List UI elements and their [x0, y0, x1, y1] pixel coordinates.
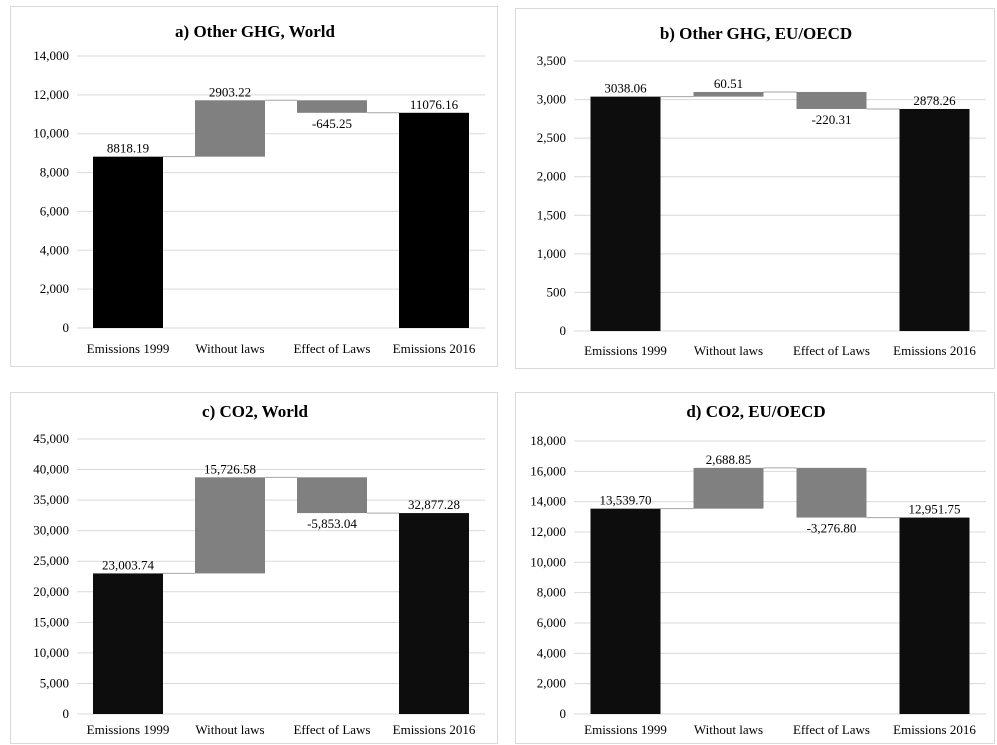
category-label: Emissions 1999: [87, 341, 170, 356]
y-tick-label: 2,500: [537, 130, 566, 145]
chart-panel-c: c) CO2, World 0 5,000 10,000 15,000 20,000 25,…: [10, 392, 498, 744]
y-tick-label: 0: [63, 706, 70, 721]
category-label: Without laws: [694, 343, 763, 358]
y-tick-label: 2,000: [40, 281, 69, 296]
y-tick-label: 0: [63, 320, 70, 335]
y-tick-label: 0: [560, 706, 567, 721]
category-label: Without laws: [195, 722, 264, 737]
y-tick-label: 10,000: [530, 554, 566, 569]
y-tick-label: 15,000: [33, 614, 69, 629]
chart-title: d) CO2, EU/OECD: [686, 402, 825, 421]
y-tick-label: 5,000: [40, 675, 69, 690]
data-label: 15,726.58: [204, 461, 256, 476]
y-tick-label: 12,000: [530, 524, 566, 539]
bar-total: [899, 108, 970, 331]
category-label: Effect of Laws: [793, 722, 870, 737]
chart-title: b) Other GHG, EU/OECD: [660, 24, 852, 43]
data-label: 2878.26: [913, 93, 956, 108]
y-tick-label: 45,000: [33, 431, 69, 446]
y-tick-label: 8,000: [537, 585, 566, 600]
chart-panel-d: d) CO2, EU/OECD 0 2,000 4,000 6,000 8,000 10,0…: [515, 392, 995, 744]
category-label: Effect of Laws: [293, 341, 370, 356]
category-label: Emissions 2016: [393, 341, 476, 356]
bar-total: [590, 508, 661, 714]
data-label: 13,539.70: [600, 493, 652, 508]
data-label: -5,853.04: [307, 516, 357, 531]
category-label: Without laws: [694, 722, 763, 737]
y-tick-label: 10,000: [33, 645, 69, 660]
bar-total: [93, 573, 163, 714]
bar-total: [590, 96, 661, 331]
chart-svg-c: c) CO2, World 0 5,000 10,000 15,000 20,000 25,…: [33, 402, 485, 737]
chart-panel-a: a) Other GHG, World 0 2,000 4,000 6,000 8,000…: [10, 6, 498, 367]
category-label: Effect of Laws: [793, 343, 870, 358]
category-label: Effect of Laws: [293, 722, 370, 737]
data-label: -645.25: [312, 116, 352, 131]
data-label: 2,688.85: [706, 452, 752, 467]
chart-panel-b: b) Other GHG, EU/OECD 0 500 1,000 1,500 2,000…: [515, 8, 995, 369]
data-label: 12,951.75: [909, 502, 961, 517]
chart-svg-d: d) CO2, EU/OECD 0 2,000 4,000 6,000 8,000 10,0…: [530, 402, 986, 737]
y-tick-label: 10,000: [33, 126, 69, 141]
data-label: 32,877.28: [408, 497, 460, 512]
category-label: Emissions 2016: [393, 722, 476, 737]
data-label: 11076.16: [410, 97, 459, 112]
chart-title: c) CO2, World: [202, 402, 308, 421]
data-label: 23,003.74: [102, 557, 155, 572]
y-tick-label: 12,000: [33, 87, 69, 102]
data-label: 8818.19: [107, 141, 149, 156]
bar-total: [399, 112, 469, 329]
y-tick-label: 6,000: [40, 203, 69, 218]
bar-change: [796, 467, 867, 518]
chart-title: a) Other GHG, World: [175, 22, 335, 41]
y-tick-label: 2,000: [537, 676, 566, 691]
bar-change: [195, 477, 265, 574]
data-label: 60.51: [714, 76, 743, 91]
y-tick-label: 40,000: [33, 462, 69, 477]
y-tick-label: 8,000: [40, 165, 69, 180]
y-tick-label: 14,000: [530, 494, 566, 509]
y-tick-label: 16,000: [530, 463, 566, 478]
y-tick-label: 0: [560, 323, 567, 338]
bar-total: [399, 513, 469, 714]
y-tick-label: 30,000: [33, 523, 69, 538]
bar-total: [93, 156, 163, 328]
y-tick-label: 1,000: [537, 246, 566, 261]
category-label: Emissions 1999: [584, 722, 667, 737]
data-label: 3038.06: [604, 81, 647, 96]
y-tick-label: 3,000: [537, 92, 566, 107]
data-label: 2903.22: [209, 84, 251, 99]
bar-change: [693, 467, 764, 509]
category-label: Emissions 2016: [893, 343, 976, 358]
y-tick-label: 25,000: [33, 553, 69, 568]
data-label: -220.31: [811, 112, 851, 127]
bar-total: [899, 517, 970, 714]
bar-change: [693, 91, 764, 97]
y-tick-label: 14,000: [33, 48, 69, 63]
y-tick-label: 3,500: [537, 53, 566, 68]
category-label: Without laws: [195, 341, 264, 356]
category-label: Emissions 1999: [584, 343, 667, 358]
y-tick-label: 20,000: [33, 584, 69, 599]
y-tick-label: 6,000: [537, 615, 566, 630]
bar-change: [297, 100, 367, 113]
y-tick-label: 500: [547, 284, 567, 299]
data-label: -3,276.80: [807, 521, 857, 536]
y-tick-label: 18,000: [530, 433, 566, 448]
chart-svg-b: b) Other GHG, EU/OECD 0 500 1,000 1,500 2,000…: [537, 24, 986, 358]
y-tick-label: 35,000: [33, 492, 69, 507]
category-label: Emissions 2016: [893, 722, 976, 737]
y-tick-label: 2,000: [537, 169, 566, 184]
category-label: Emissions 1999: [87, 722, 170, 737]
y-tick-label: 4,000: [40, 242, 69, 257]
chart-svg-a: a) Other GHG, World 0 2,000 4,000 6,000 8,000…: [33, 22, 485, 356]
y-tick-label: 1,500: [537, 207, 566, 222]
bar-change: [297, 477, 367, 514]
y-tick-label: 4,000: [537, 645, 566, 660]
bar-change: [796, 91, 867, 109]
bar-change: [195, 100, 265, 157]
